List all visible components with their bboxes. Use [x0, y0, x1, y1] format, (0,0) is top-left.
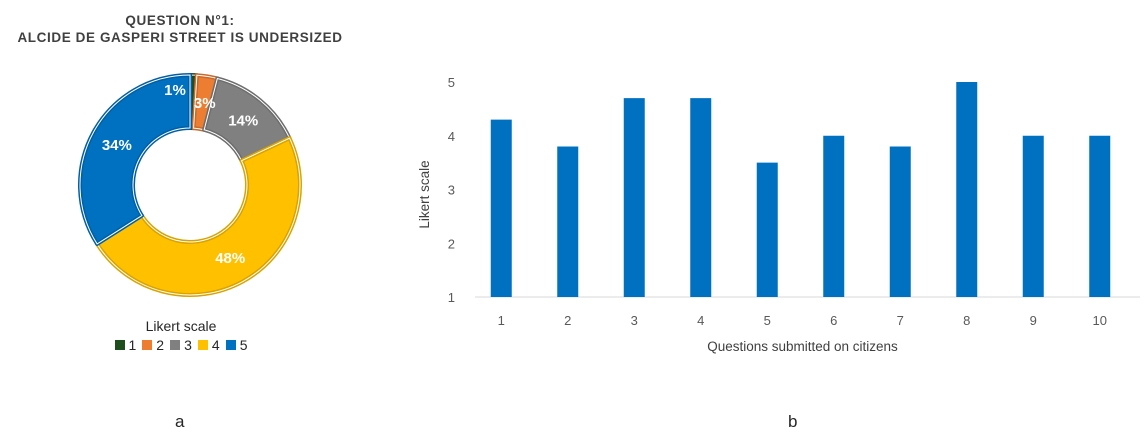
bar-3	[623, 98, 645, 297]
x-tick-label-6: 6	[830, 313, 837, 328]
panel-label-b: b	[788, 412, 798, 431]
legend-label-5: 5	[239, 337, 248, 353]
x-tick-label-7: 7	[897, 313, 904, 328]
donut-chart: 1% 3% 14% 48% 34%	[78, 73, 302, 297]
y-tick-label-1: 1	[448, 290, 455, 305]
legend-label-4: 4	[211, 337, 220, 353]
legend-label-3: 3	[184, 337, 192, 353]
x-tick-label-5: 5	[764, 313, 771, 328]
x-tick-label-1: 1	[498, 313, 505, 328]
donut-chart-title: QUESTION N°1: ALCIDE DE GASPERI STREET I…	[0, 12, 360, 46]
x-tick-label-2: 2	[564, 313, 571, 328]
y-tick-label-4: 4	[448, 129, 455, 144]
bar-7	[889, 146, 911, 297]
donut-label-3: 14%	[228, 113, 258, 130]
donut-label-1: 1%	[164, 82, 186, 99]
bar-4	[690, 98, 712, 297]
x-tick-label-4: 4	[697, 313, 704, 328]
legend-items: 1 2 3 4 5	[114, 337, 248, 353]
legend-item-3: 3	[170, 337, 192, 353]
x-axis-label: Questions submitted on citizens	[707, 339, 898, 354]
y-tick-label-2: 2	[448, 236, 455, 251]
legend-item-5: 5	[225, 337, 248, 353]
legend-label-2: 2	[156, 337, 165, 353]
donut-label-5: 34%	[102, 137, 132, 154]
donut-slice-separator-4	[96, 137, 301, 296]
legend-swatch-1	[114, 340, 125, 350]
legend-item-4: 4	[197, 337, 220, 353]
donut-legend: Likert scale 1 2 3 4 5	[96, 318, 266, 353]
x-tick-label-9: 9	[1030, 313, 1037, 328]
y-tick-label-5: 5	[448, 75, 455, 90]
bar-2	[557, 146, 579, 297]
legend-swatch-5	[225, 340, 236, 350]
y-tick-label-3: 3	[448, 183, 455, 198]
y-axis-label: Likert scale	[417, 160, 432, 228]
donut-title-line-1: QUESTION N°1:	[125, 13, 235, 28]
legend-swatch-4	[197, 340, 208, 350]
bar-8	[956, 82, 978, 297]
bar-5	[756, 162, 778, 297]
donut-slice-separator-5	[79, 74, 191, 245]
legend-item-2: 2	[142, 337, 164, 353]
x-tick-label-8: 8	[963, 313, 970, 328]
donut-label-2: 3%	[194, 95, 216, 112]
bar-chart: 1 2 3 4 5 1 2 3 4 5 6 7 8 9 10 Questions submitted on c…	[417, 75, 1140, 354]
donut-title-line-2: ALCIDE DE GASPERI STREET IS UNDERSIZED	[17, 30, 343, 45]
bar-9	[1022, 135, 1044, 297]
legend-item-1: 1	[114, 337, 137, 353]
x-tick-label-10: 10	[1093, 313, 1107, 328]
panel-label-a: a	[175, 412, 185, 431]
legend-swatch-2	[142, 340, 153, 350]
donut-slice-5	[78, 73, 192, 246]
x-tick-label-3: 3	[631, 313, 638, 328]
legend-swatch-3	[170, 340, 181, 350]
legend-title: Likert scale	[145, 318, 217, 334]
donut-label-4: 48%	[215, 250, 245, 267]
bar-1	[490, 119, 512, 297]
bar-6	[823, 135, 845, 297]
bar-10	[1089, 135, 1111, 297]
legend-label-1: 1	[128, 337, 137, 353]
